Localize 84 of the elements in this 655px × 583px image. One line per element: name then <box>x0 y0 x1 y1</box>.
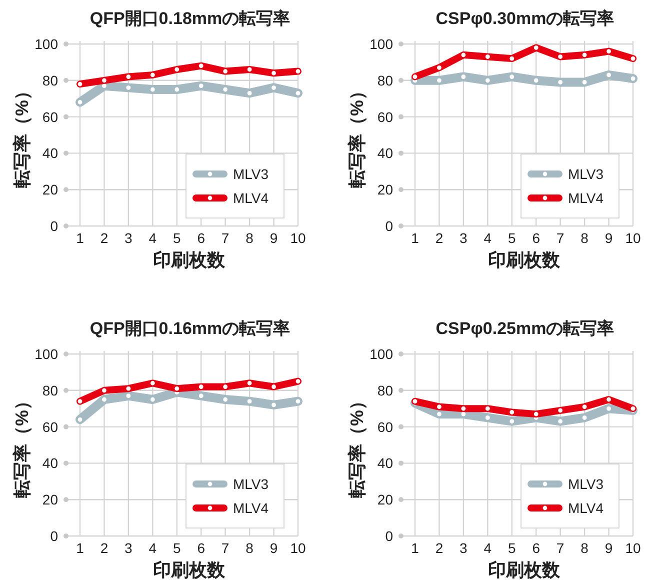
x-tick-label: 10 <box>625 540 641 556</box>
x-tick-label: 8 <box>246 230 254 246</box>
x-tick-label: 9 <box>604 230 613 246</box>
x-tick-label: 2 <box>435 230 444 246</box>
y-tick-label: 60 <box>42 108 58 125</box>
legend-label: MLV4 <box>568 500 604 516</box>
y-tick-label: 0 <box>50 218 58 234</box>
y-tick-label: 0 <box>50 528 58 544</box>
y-tick-label: 20 <box>42 182 58 198</box>
x-tick-label: 10 <box>625 230 641 246</box>
chart-title: CSPφ0.25mmの転写率 <box>436 319 614 338</box>
x-tick-label: 2 <box>100 540 108 556</box>
x-tick-label: 8 <box>580 230 589 246</box>
y-tick-label: 60 <box>377 108 394 125</box>
y-tick-label: 80 <box>42 382 58 398</box>
legend-label: MLV3 <box>568 166 604 182</box>
x-tick-label: 1 <box>76 230 84 246</box>
legend-label: MLV3 <box>233 166 269 182</box>
x-tick-label: 7 <box>221 230 230 246</box>
legend-label: MLV4 <box>568 190 604 206</box>
x-tick-label: 9 <box>270 230 278 246</box>
x-tick-label: 7 <box>221 540 230 556</box>
x-tick-label: 1 <box>411 540 420 556</box>
x-tick-label: 6 <box>532 540 540 556</box>
y-tick-label: 20 <box>377 182 394 198</box>
x-axis-title: 印刷枚数 <box>153 560 226 580</box>
x-tick-label: 1 <box>76 540 84 556</box>
y-tick-label: 80 <box>42 72 58 88</box>
x-tick-label: 10 <box>290 540 306 556</box>
x-tick-label: 5 <box>508 230 516 246</box>
x-tick-label: 6 <box>197 540 206 556</box>
y-tick-label: 0 <box>385 528 394 544</box>
x-tick-label: 8 <box>246 540 254 556</box>
x-tick-label: 4 <box>148 230 157 246</box>
chart-title: QFP開口0.16mmの転写率 <box>90 319 290 338</box>
x-tick-label: 6 <box>197 230 206 246</box>
y-tick-label: 60 <box>377 418 394 435</box>
y-tick-label: 100 <box>370 346 394 362</box>
x-tick-label: 1 <box>411 230 420 246</box>
x-axis-title: 印刷枚数 <box>488 250 561 270</box>
y-axis-title: 転写率（%） <box>347 82 367 188</box>
x-tick-label: 5 <box>172 230 181 246</box>
x-tick-label: 7 <box>556 230 564 246</box>
y-tick-label: 80 <box>377 72 394 88</box>
y-axis-title: 転写率（%） <box>12 392 32 498</box>
y-tick-label: 100 <box>34 36 58 52</box>
y-axis-title: 転写率（%） <box>347 392 367 498</box>
x-axis-title: 印刷枚数 <box>153 250 226 270</box>
chart-title: QFP開口0.18mmの転写率 <box>90 9 290 28</box>
y-tick-label: 20 <box>42 492 58 508</box>
x-tick-label: 4 <box>148 540 157 556</box>
x-tick-label: 3 <box>124 230 133 246</box>
legend-label: MLV4 <box>233 500 269 516</box>
x-axis-title: 印刷枚数 <box>488 560 561 580</box>
y-tick-label: 40 <box>42 145 58 162</box>
y-tick-label: 40 <box>42 455 58 472</box>
x-tick-label: 2 <box>100 230 108 246</box>
x-tick-label: 5 <box>508 540 516 556</box>
x-tick-label: 10 <box>290 230 306 246</box>
y-tick-label: 60 <box>42 418 58 435</box>
legend-label: MLV3 <box>233 476 269 492</box>
x-tick-label: 7 <box>556 540 564 556</box>
x-tick-label: 3 <box>124 540 133 556</box>
x-tick-label: 3 <box>460 540 468 556</box>
y-tick-label: 80 <box>377 382 394 398</box>
x-tick-label: 3 <box>460 230 468 246</box>
x-tick-label: 9 <box>270 540 278 556</box>
x-tick-label: 8 <box>580 540 589 556</box>
y-tick-label: 40 <box>377 145 394 162</box>
x-tick-label: 2 <box>435 540 444 556</box>
legend-label: MLV4 <box>233 190 269 206</box>
x-tick-label: 6 <box>532 230 540 246</box>
chart-title: CSPφ0.30mmの転写率 <box>436 9 614 28</box>
x-tick-label: 4 <box>484 230 492 246</box>
y-tick-label: 40 <box>377 455 394 472</box>
y-tick-label: 0 <box>385 218 394 234</box>
y-tick-label: 100 <box>34 346 58 362</box>
x-tick-label: 9 <box>604 540 613 556</box>
x-tick-label: 4 <box>484 540 492 556</box>
legend-label: MLV3 <box>568 476 604 492</box>
y-tick-label: 20 <box>377 492 394 508</box>
y-tick-label: 100 <box>370 36 394 52</box>
y-axis-title: 転写率（%） <box>12 82 32 188</box>
x-tick-label: 5 <box>172 540 181 556</box>
